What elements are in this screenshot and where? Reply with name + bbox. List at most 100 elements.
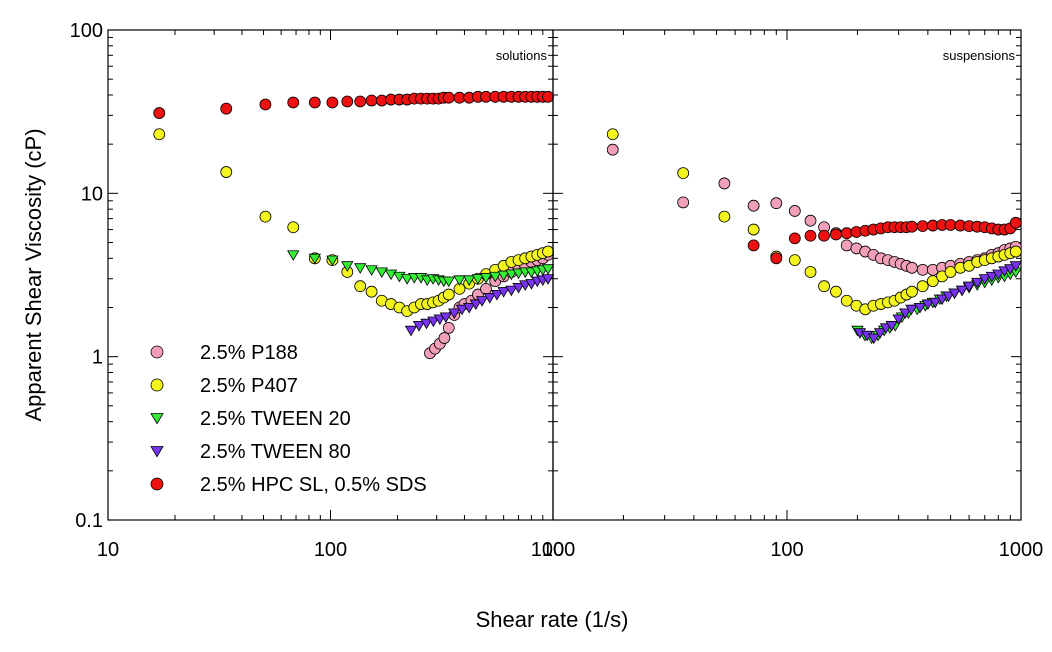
data-point — [455, 304, 469, 316]
data-point — [840, 227, 853, 240]
data-point — [916, 220, 929, 233]
data-point — [867, 333, 881, 345]
data-point — [830, 228, 842, 241]
data-point — [365, 285, 378, 298]
panel-solutions: 10 100 1000 0.1 1 10 100 solutions — [70, 20, 576, 561]
data-point — [308, 96, 321, 109]
data-point — [479, 273, 493, 284]
data-point — [153, 128, 166, 141]
data-point — [153, 107, 166, 119]
data-point — [480, 282, 492, 295]
data-point — [442, 322, 455, 334]
data-point — [354, 280, 367, 293]
data-point — [788, 205, 801, 217]
data-point — [978, 274, 991, 285]
data-point — [442, 276, 455, 288]
data-point — [442, 91, 455, 104]
data-point — [948, 288, 961, 300]
data-point — [365, 94, 378, 107]
legend-label: 2.5% P407 — [200, 375, 298, 397]
data-point — [365, 265, 378, 276]
data-point — [677, 167, 690, 180]
data-point — [542, 90, 554, 103]
data-point — [259, 210, 272, 223]
data-point — [490, 290, 504, 301]
data-point — [483, 293, 497, 304]
data-point — [448, 308, 461, 320]
data-point — [412, 321, 426, 332]
data-point — [1009, 261, 1022, 272]
data-point — [906, 220, 918, 233]
legend-label: 2.5% HPC SL, 0.5% SDS — [200, 474, 427, 496]
data-point — [942, 291, 955, 303]
data-point — [453, 275, 466, 286]
data-point — [677, 196, 690, 209]
data-point — [916, 263, 929, 276]
data-point — [420, 318, 433, 330]
data-point — [971, 277, 984, 289]
data-point — [354, 95, 367, 108]
data-point — [541, 264, 555, 275]
data-point — [462, 275, 476, 286]
data-point — [899, 308, 912, 320]
data-point — [992, 269, 1005, 281]
data-point — [944, 266, 957, 278]
y-tick-label: 1 — [92, 347, 103, 369]
data-point — [1009, 245, 1022, 258]
data-point — [471, 274, 485, 285]
data-point — [770, 252, 783, 265]
data-point — [384, 269, 398, 281]
legend: 2.5% P188 2.5% P407 2.5% TWEEN 20 2.5% TWEE… — [150, 342, 427, 496]
data-point — [747, 223, 760, 236]
data-point — [469, 299, 483, 311]
data-point — [804, 229, 817, 242]
x-tick-label: 10 — [97, 539, 119, 561]
data-point — [905, 304, 918, 316]
legend-marker — [150, 378, 164, 392]
data-point — [885, 321, 898, 332]
panel-suspensions: 10 100 1000 suspensions — [542, 29, 1044, 561]
data-point — [400, 274, 414, 285]
data-point — [747, 199, 760, 212]
data-point — [497, 270, 510, 282]
data-point — [916, 280, 929, 293]
legend-label: 2.5% P188 — [200, 342, 298, 364]
data-point — [505, 269, 518, 281]
data-point — [287, 221, 300, 234]
data-point — [341, 261, 354, 272]
data-point — [929, 297, 942, 309]
data-point — [985, 271, 998, 283]
legend-label: 2.5% TWEEN 20 — [200, 408, 351, 430]
legend-marker — [150, 413, 164, 425]
x-tick-label: 1000 — [999, 539, 1044, 561]
data-point — [830, 285, 842, 298]
data-point — [354, 263, 367, 274]
data-point — [259, 98, 272, 111]
data-point — [718, 210, 731, 223]
x-tick-label: 100 — [314, 539, 347, 561]
data-point — [541, 274, 555, 285]
data-point — [770, 197, 783, 210]
data-point — [818, 229, 830, 242]
data-point — [962, 281, 976, 293]
data-point — [489, 271, 502, 283]
data-point — [804, 266, 817, 278]
y-axis-title: Apparent Shear Viscosity (cP) — [21, 128, 46, 421]
data-point — [542, 245, 554, 258]
legend-marker — [150, 477, 164, 491]
data-point — [462, 302, 476, 314]
data-point — [475, 296, 489, 307]
x-tick-label: 100 — [770, 539, 803, 561]
data-point — [804, 214, 817, 227]
data-point — [840, 294, 853, 307]
data-point — [512, 283, 525, 294]
data-point — [326, 96, 339, 109]
data-point — [404, 325, 418, 337]
data-point — [606, 143, 619, 156]
data-point — [788, 254, 801, 267]
data-point — [873, 328, 887, 339]
data-point — [427, 316, 440, 328]
data-point — [955, 285, 969, 297]
